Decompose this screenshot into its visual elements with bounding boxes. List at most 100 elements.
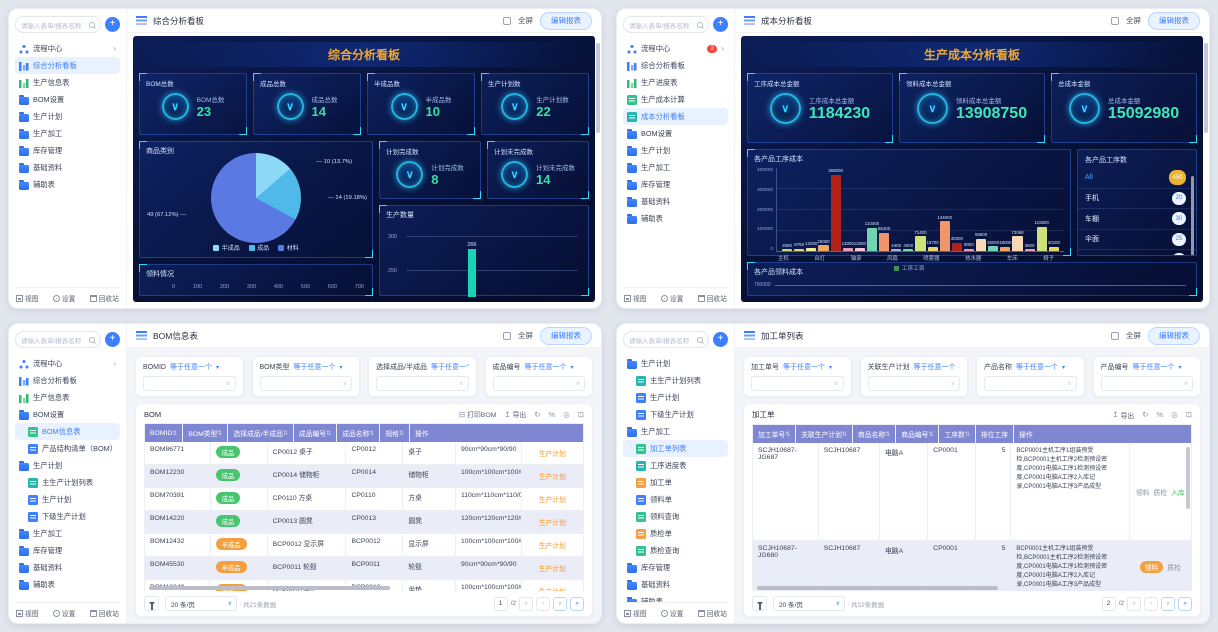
edit-report-button[interactable]: 编辑报表 [540, 11, 592, 30]
sort-icon[interactable]: ⇅ [398, 430, 404, 437]
column-header[interactable]: 规格 ⇅ [380, 424, 410, 442]
page-nav-button[interactable]: « [1127, 596, 1141, 611]
hamburger-menu-icon[interactable] [744, 331, 755, 333]
search-input[interactable]: 请输入表单/报表名称 [623, 16, 709, 33]
current-page[interactable]: 2 [1101, 596, 1116, 611]
filter-select[interactable] [751, 376, 844, 391]
column-header[interactable]: 关联生产计划 ⇅ [796, 425, 854, 443]
add-form-button[interactable]: + [713, 332, 728, 347]
sidebar-item[interactable]: 基础资料 [623, 193, 728, 210]
steps-list-item[interactable]: 台灯 0 [1078, 250, 1196, 255]
sidebar-footer-item[interactable]: 回收站 [697, 608, 727, 618]
chevron-down-icon[interactable]: ▾ [1178, 364, 1182, 371]
steps-list-item[interactable]: All 450 [1078, 168, 1196, 189]
sidebar-item[interactable]: 库存管理 [15, 542, 120, 559]
edit-report-button[interactable]: 编辑报表 [1148, 11, 1200, 30]
filter-operator[interactable]: 等于任意一个 [783, 364, 825, 371]
sidebar-item[interactable]: 质检单 [623, 525, 728, 542]
search-input[interactable]: 请输入表单/报表名称 [15, 16, 101, 33]
page-size-select[interactable]: 20 条/页 [773, 596, 845, 611]
vertical-scrollbar[interactable] [1186, 447, 1190, 509]
page-nav-button[interactable]: « [519, 596, 533, 611]
table-row[interactable]: BOM45530 半成品 BCP0011 轮毂 BCP0011 轮毂 90cm*… [145, 557, 583, 580]
column-header[interactable]: 工序数 ⇅ [939, 425, 976, 443]
action-link[interactable]: 质检 [1167, 564, 1181, 572]
scrollbar[interactable] [596, 43, 600, 133]
column-header[interactable]: 商品编号 ⇅ [896, 425, 940, 443]
column-header[interactable]: 选择成品/半成品 ⇅ [228, 424, 294, 442]
sidebar-item[interactable]: 生产计划 [623, 142, 728, 159]
sidebar-footer-item[interactable]: 视图 [624, 608, 647, 618]
page-size-select[interactable]: 20 条/页 [165, 596, 237, 611]
chevron-down-icon[interactable]: ▾ [339, 364, 343, 371]
sidebar-item[interactable]: 基础资料 [15, 559, 120, 576]
hamburger-menu-icon[interactable] [744, 16, 755, 18]
search-input[interactable]: 请输入表单/报表名称 [15, 331, 101, 348]
page-nav-button[interactable]: » [1178, 596, 1192, 611]
sidebar-item[interactable]: 辅助表 [15, 176, 120, 193]
toolbar-button[interactable]: ↻ [534, 410, 540, 419]
sidebar-footer-item[interactable]: 设置 [660, 608, 683, 618]
scrollbar[interactable] [1204, 43, 1208, 133]
filter-operator[interactable]: 等于任意一个 [430, 364, 469, 371]
sidebar-item[interactable]: 综合分析看板 [15, 57, 120, 74]
sort-icon[interactable]: ⇅ [369, 430, 375, 437]
column-header[interactable]: 排位工序 [976, 425, 1015, 443]
horizontal-scrollbar[interactable] [757, 586, 998, 590]
sidebar-item[interactable]: BOM设置 [623, 125, 728, 142]
production-plan-link[interactable]: 生产计划 [538, 497, 566, 504]
sort-icon[interactable]: ⇅ [885, 431, 891, 438]
column-header[interactable]: 成品编号 ⇅ [294, 424, 338, 442]
sidebar-item[interactable]: 基础资料 [623, 576, 728, 593]
sidebar-item[interactable]: 领料查询 [623, 508, 728, 525]
fullscreen-checkbox[interactable] [1111, 16, 1119, 25]
production-plan-link[interactable]: 生产计划 [538, 520, 566, 527]
toolbar-button[interactable]: % [548, 410, 555, 419]
sidebar-item[interactable]: 生产信息表 [15, 389, 120, 406]
sidebar-item[interactable]: BOM设置 [15, 406, 120, 423]
production-plan-link[interactable]: 生产计划 [538, 566, 566, 573]
column-header[interactable]: 加工单号 ⇅ [753, 425, 797, 443]
sidebar-footer-item[interactable]: 视图 [624, 293, 647, 303]
toolbar-button[interactable]: ↥ 导出 [1112, 410, 1134, 420]
steps-list-item[interactable]: 车棚 30 [1078, 209, 1196, 230]
sidebar-item[interactable]: BOM信息表 [15, 423, 120, 440]
sidebar-item[interactable]: 生产加工 [15, 125, 120, 142]
chevron-down-icon[interactable]: ▾ [829, 364, 833, 371]
filter-operator[interactable]: 等于任意一个 [1132, 364, 1175, 371]
sidebar-item[interactable]: 加工单列表 [623, 440, 728, 457]
toolbar-button[interactable]: ↥ 导出 [504, 409, 526, 420]
sidebar-footer-item[interactable]: 设置 [52, 293, 75, 303]
table-row[interactable]: SCJH10687-JG687 SCJH10687 电脑A CP0001 5 B… [753, 443, 1191, 541]
sidebar-item[interactable]: 辅助表 [623, 593, 728, 602]
sidebar-item[interactable]: 主生产计划列表 [623, 372, 728, 389]
filter-operator[interactable]: 等于任意一个 [169, 364, 212, 371]
sidebar-item[interactable]: 生产成本计算 [623, 91, 728, 108]
table-row[interactable]: BOM12230 成品 CP0014 储物柜 CP0014 储物柜 100cm*… [145, 465, 583, 488]
sort-icon[interactable]: ⇅ [964, 431, 970, 438]
sidebar-item[interactable]: 生产加工 [15, 525, 120, 542]
table-row[interactable]: BOM86771 成品 CP0012 桌子 CP0012 桌子 90cm*90c… [145, 442, 583, 465]
sidebar-item[interactable]: 生产计划 [15, 457, 120, 474]
edit-report-button[interactable]: 编辑报表 [540, 326, 592, 345]
page-nav-button[interactable]: › [553, 596, 567, 611]
sort-icon[interactable]: ⇅ [785, 431, 791, 438]
page-nav-button[interactable]: › [1161, 596, 1175, 611]
column-header[interactable]: BOM类型 ⇅ [183, 424, 229, 442]
action-link[interactable]: 质检 [1153, 489, 1168, 497]
filter-select[interactable] [492, 376, 585, 391]
sidebar-footer-item[interactable]: 回收站 [697, 293, 727, 303]
fullscreen-checkbox[interactable] [503, 331, 511, 340]
add-form-button[interactable]: + [105, 332, 120, 347]
scrollbar[interactable] [1190, 176, 1194, 255]
fullscreen-checkbox[interactable] [1111, 331, 1119, 340]
sidebar-item[interactable]: 生产加工 [623, 159, 728, 176]
fullscreen-checkbox[interactable] [503, 16, 511, 25]
filter-select[interactable] [984, 376, 1077, 391]
filter-select[interactable] [143, 376, 236, 391]
sidebar-item[interactable]: 生产信息表 [15, 74, 120, 91]
column-header[interactable]: 商品名称 ⇅ [853, 425, 897, 443]
sidebar-item[interactable]: 主生产计划列表 [15, 474, 120, 491]
chevron-down-icon[interactable]: ▾ [1062, 364, 1066, 371]
sidebar-footer-item[interactable]: 视图 [16, 608, 39, 618]
